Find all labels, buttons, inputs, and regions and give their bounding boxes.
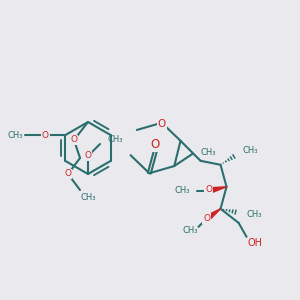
Text: CH₃: CH₃ xyxy=(8,130,23,140)
Text: CH₃: CH₃ xyxy=(108,136,124,145)
Text: O: O xyxy=(151,138,160,151)
Polygon shape xyxy=(208,187,226,194)
Text: O: O xyxy=(42,130,49,140)
Text: CH₃: CH₃ xyxy=(80,194,96,202)
Polygon shape xyxy=(205,209,220,221)
Text: CH₃: CH₃ xyxy=(200,148,216,157)
Text: OH: OH xyxy=(247,238,262,248)
Text: O: O xyxy=(203,214,210,223)
Text: CH₃: CH₃ xyxy=(183,226,198,235)
Text: CH₃: CH₃ xyxy=(242,146,258,155)
Text: O: O xyxy=(70,136,77,145)
Text: O: O xyxy=(205,185,212,194)
Text: O: O xyxy=(158,119,166,129)
Text: O: O xyxy=(64,169,71,178)
Text: CH₃: CH₃ xyxy=(247,210,262,219)
Text: O: O xyxy=(85,152,92,160)
Text: CH₃: CH₃ xyxy=(175,186,190,195)
